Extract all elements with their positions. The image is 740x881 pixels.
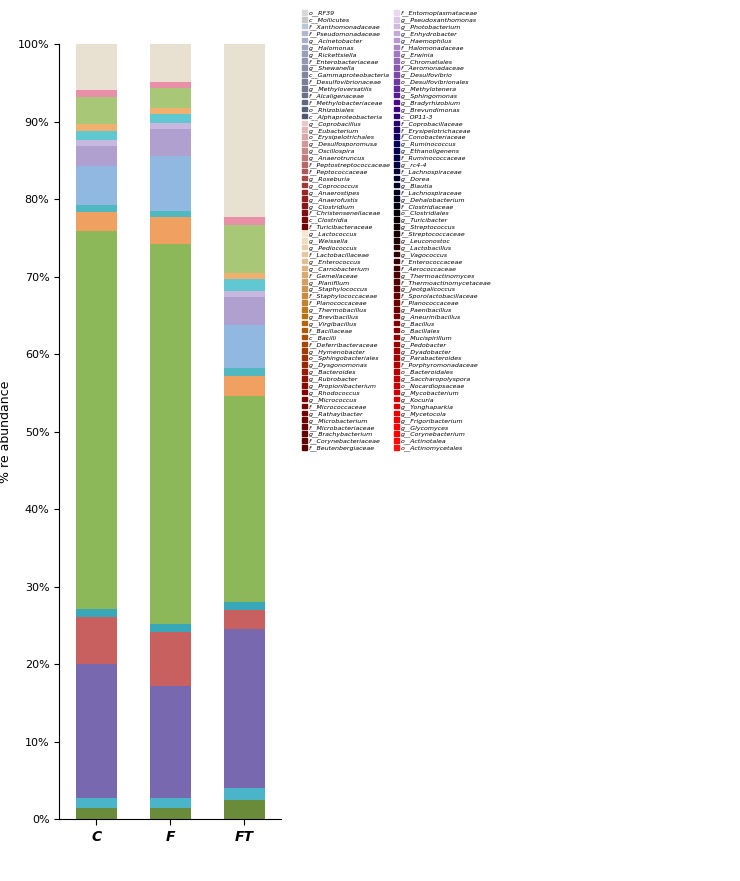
Bar: [75, 140, 117, 146]
Bar: [224, 610, 265, 629]
Bar: [224, 602, 265, 610]
Bar: [75, 211, 117, 232]
Bar: [75, 664, 117, 798]
Bar: [149, 632, 191, 686]
Bar: [224, 297, 265, 325]
Legend: o__RF39, c__Mollicutes, f__Xanthomonadaceae, f__Pseudomonadaceae, g__Acinetobact: o__RF39, c__Mollicutes, f__Xanthomonadac…: [299, 8, 494, 454]
Bar: [75, 232, 117, 609]
Bar: [149, 114, 191, 123]
Bar: [224, 44, 265, 218]
Bar: [224, 788, 265, 800]
Bar: [224, 279, 265, 291]
Bar: [224, 368, 265, 376]
Bar: [75, 91, 117, 97]
Bar: [149, 808, 191, 819]
Bar: [75, 130, 117, 140]
Bar: [75, 617, 117, 664]
Bar: [75, 205, 117, 211]
Bar: [75, 166, 117, 205]
Bar: [149, 107, 191, 114]
Bar: [149, 44, 191, 82]
Bar: [224, 273, 265, 279]
Bar: [224, 800, 265, 819]
Bar: [75, 808, 117, 819]
Bar: [149, 130, 191, 157]
Bar: [75, 609, 117, 617]
Bar: [224, 218, 265, 226]
Bar: [75, 124, 117, 130]
Bar: [149, 217, 191, 244]
Bar: [224, 291, 265, 297]
Bar: [149, 211, 191, 217]
Bar: [149, 686, 191, 798]
Bar: [75, 97, 117, 124]
Bar: [149, 798, 191, 808]
Bar: [75, 798, 117, 808]
Bar: [224, 396, 265, 602]
Y-axis label: % re abundance: % re abundance: [0, 381, 13, 483]
Bar: [75, 44, 117, 91]
Bar: [75, 146, 117, 166]
Bar: [149, 244, 191, 624]
Bar: [149, 88, 191, 107]
Bar: [224, 226, 265, 273]
Bar: [224, 325, 265, 368]
Bar: [149, 82, 191, 88]
Bar: [224, 629, 265, 788]
Bar: [149, 157, 191, 211]
Bar: [149, 624, 191, 632]
Bar: [149, 123, 191, 130]
Bar: [224, 376, 265, 396]
